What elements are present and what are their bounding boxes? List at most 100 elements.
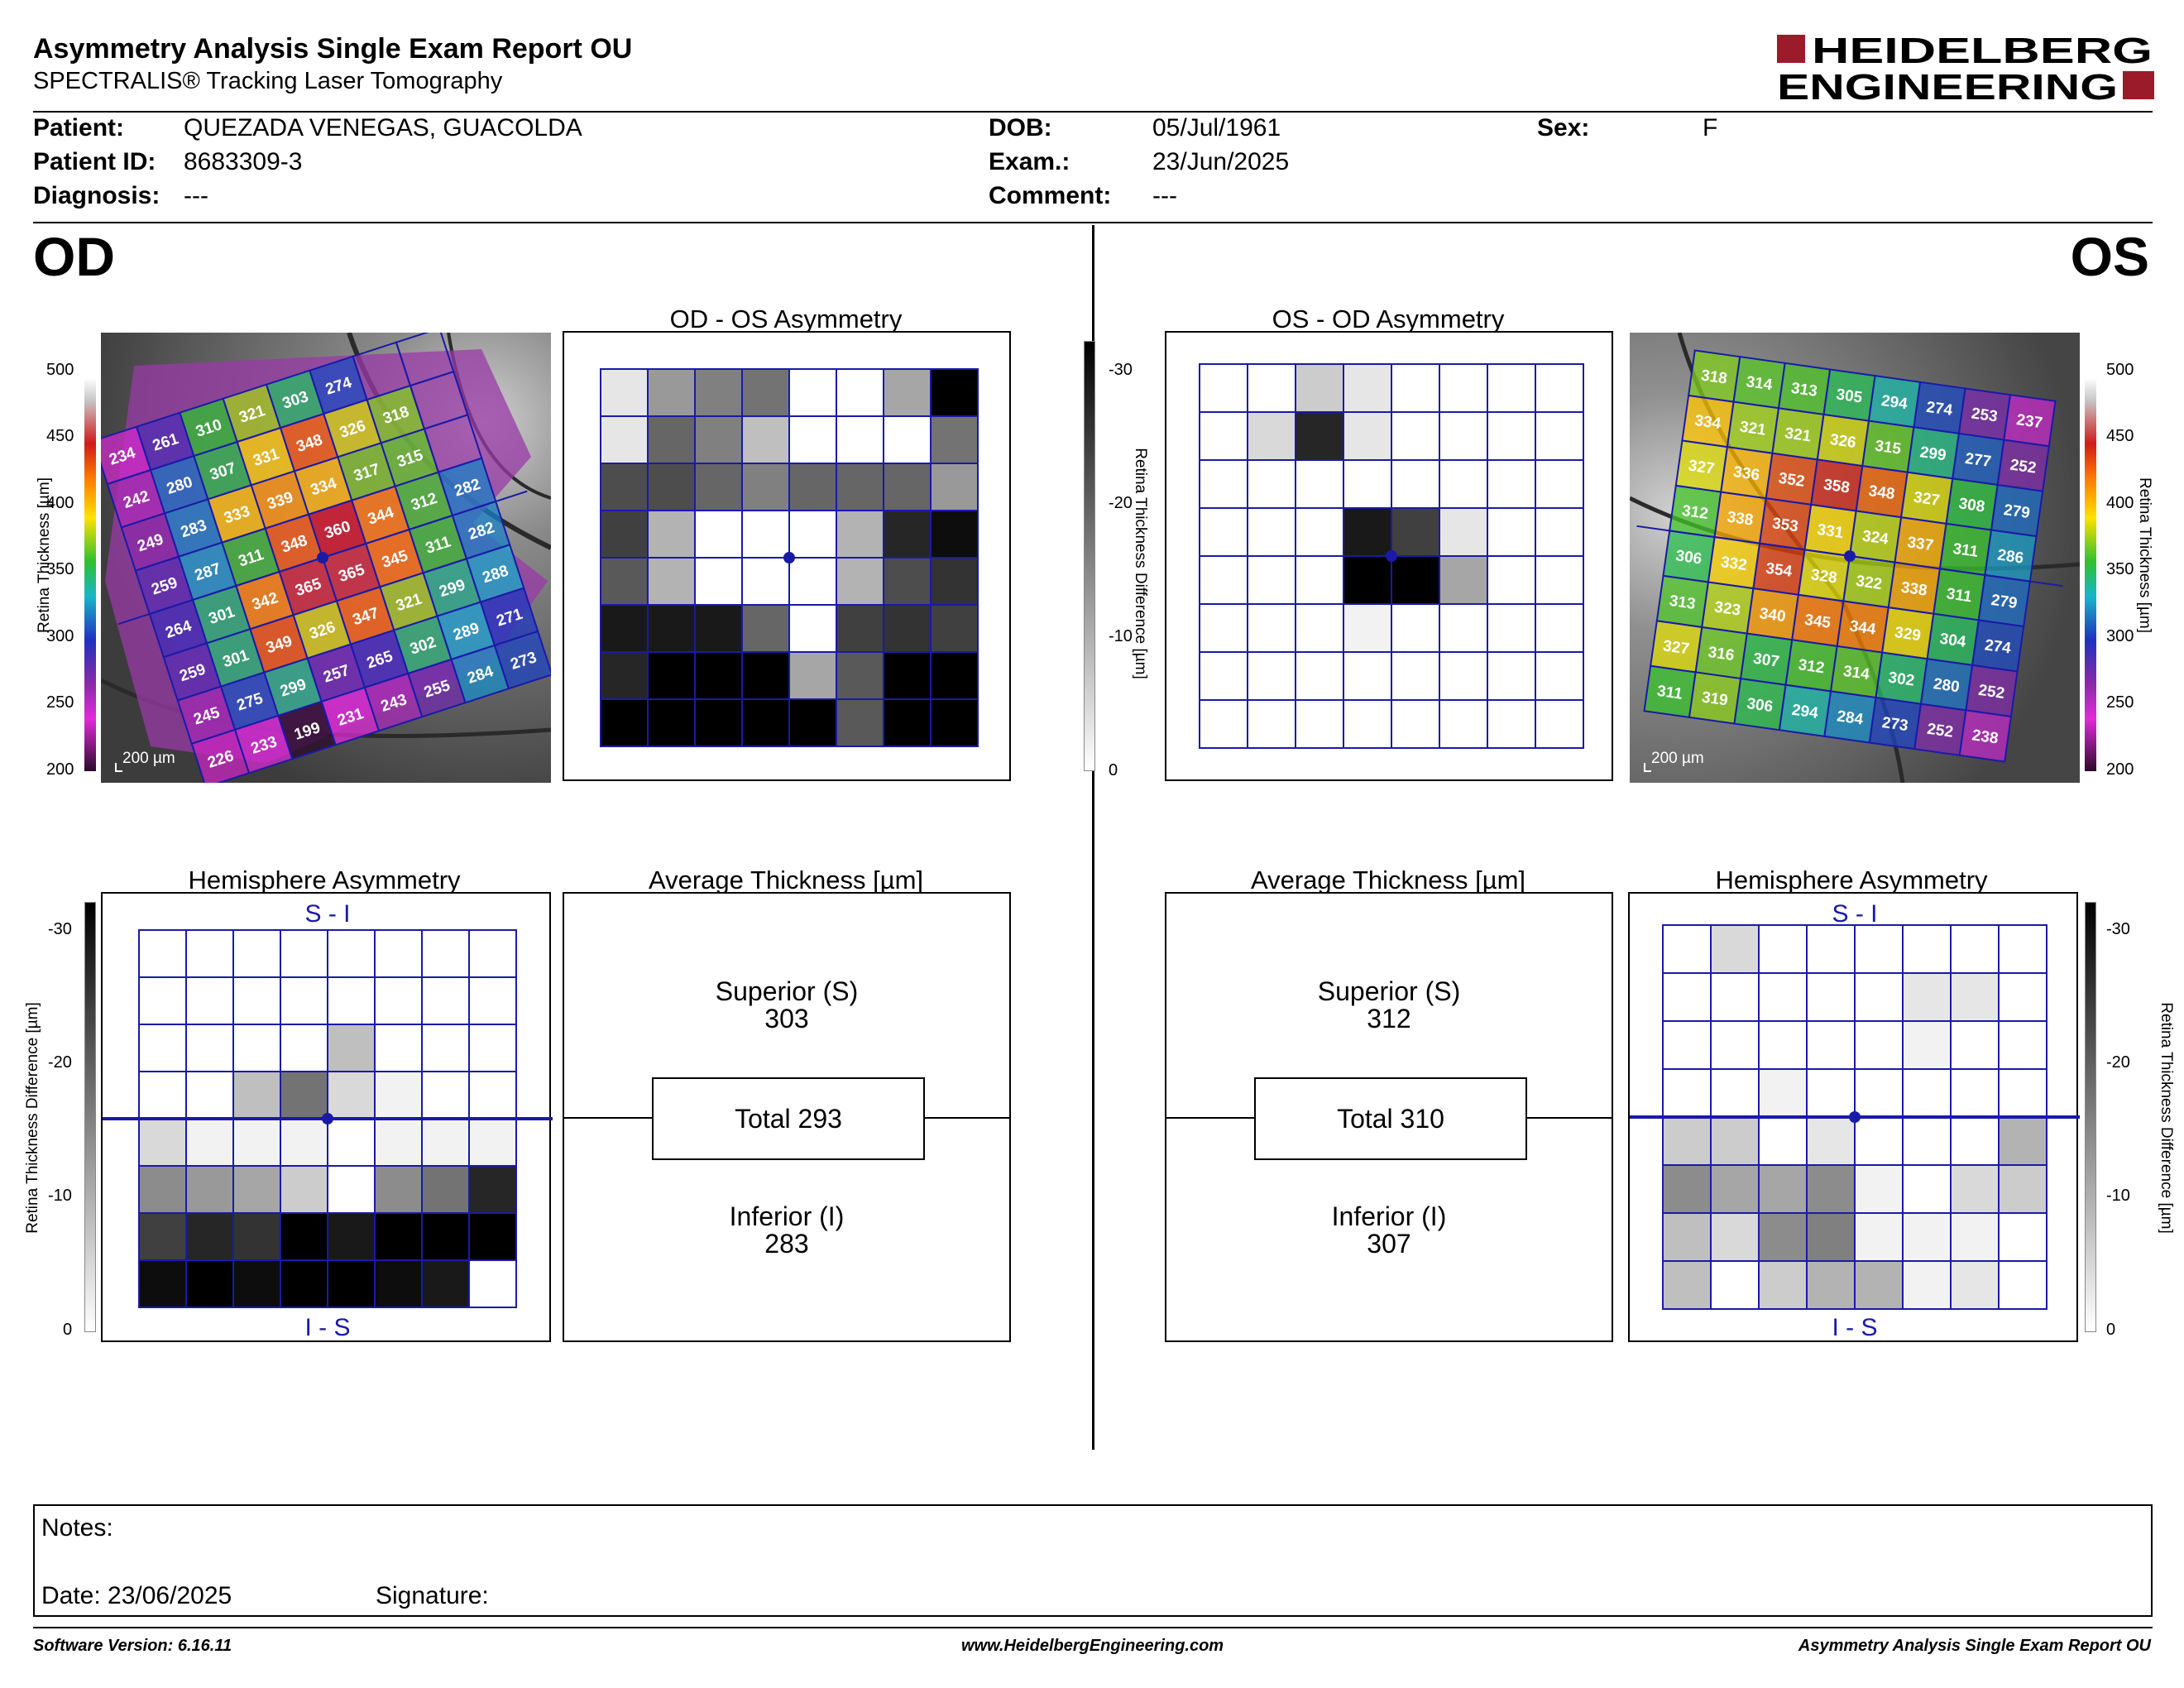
os-asym-cell [1439, 603, 1488, 653]
od-hemi-cell [280, 1071, 328, 1120]
od-hemi-cell [280, 1259, 328, 1308]
od-asym-cell [836, 604, 884, 653]
os-asym-cell [1439, 507, 1488, 557]
od-hemi-cell [468, 1165, 517, 1214]
od-hemi-cell [374, 1118, 423, 1167]
os-map-value: 308 [1957, 495, 1985, 516]
os-asym-cell [1535, 507, 1584, 557]
os-hemi-cell [1710, 1020, 1760, 1070]
od-asym-cell [883, 557, 932, 606]
od-asym-cell [930, 557, 979, 606]
os-asym-cell [1247, 651, 1296, 701]
od-asym-cell [741, 698, 790, 747]
os-asym-cell [1535, 411, 1584, 461]
os-hemi-cell [1662, 1260, 1712, 1310]
od-map-fovea-dot [317, 552, 328, 563]
os-asym-cell [1487, 603, 1536, 653]
os-hemi-title: Hemisphere Asymmetry [1715, 866, 1988, 894]
os-hemi-cell [1758, 1260, 1808, 1310]
od-total: Total 293 [652, 1077, 925, 1160]
os-hemi-cell [1998, 1212, 2048, 1262]
os-map-value: 315 [1874, 438, 1903, 458]
od-asym-cell [600, 510, 649, 559]
os-asym-cell [1199, 651, 1248, 701]
os-hemi-cell [1806, 1212, 1856, 1262]
os-inferior-label: Inferior (I) [1331, 1201, 1447, 1231]
od-eye-label: OD [33, 226, 115, 287]
os-asym-cell [1343, 603, 1392, 653]
os-tick-200: 200 [2106, 760, 2134, 779]
dob-label: DOB: [989, 114, 1052, 141]
os-asym-cell [1295, 555, 1344, 605]
od-hemi-cell [374, 929, 423, 978]
signature-label: Signature: [376, 1582, 489, 1609]
os-asym-cell [1391, 699, 1440, 749]
od-asym-cell [647, 651, 696, 700]
od-hemi-cell [138, 1071, 187, 1120]
os-map-value: 299 [1918, 444, 1947, 464]
od-asym-cell [883, 510, 932, 559]
os-asym-cell [1439, 363, 1488, 413]
od-asym-cell [883, 651, 932, 700]
os-hemi-cell [1806, 924, 1856, 974]
od-hemi-cell [374, 1071, 423, 1120]
od-tick-250: 250 [46, 693, 74, 712]
os-asym-cell [1199, 459, 1248, 509]
os-asym-cell [1199, 507, 1248, 557]
os-asym-cell [1295, 507, 1344, 557]
od-asym-cell [883, 368, 932, 417]
od-asym-cell [788, 463, 837, 511]
os-hemi-cell [1758, 1020, 1808, 1070]
os-asym-cell [1199, 555, 1248, 605]
os-map-value: 274 [1984, 636, 2013, 657]
od-hemi-cell [468, 976, 517, 1025]
os-hemi-cell [1758, 1212, 1808, 1262]
od-hemi-cell [280, 1212, 328, 1261]
os-map-value: 252 [1926, 721, 1954, 741]
os-hemi-cell [1902, 972, 1952, 1022]
os-hemi-panel: S - I I - S [1628, 892, 2080, 1342]
od-asym-cell [647, 368, 696, 417]
os-map-value: 279 [1990, 592, 2018, 612]
os-tick-350: 350 [2106, 560, 2134, 578]
os-hemi-cell [1758, 1164, 1808, 1214]
od-hemi-cell [185, 976, 234, 1025]
od-map-cell [493, 630, 551, 690]
os-hemi-tick-10: -10 [2106, 1187, 2130, 1205]
os-map-value: 318 [1700, 367, 1728, 387]
os-map-value: 322 [1855, 573, 1883, 593]
os-inferior-value: 307 [1367, 1229, 1411, 1259]
os-tick-250: 250 [2106, 693, 2134, 712]
os-map-value: 345 [1803, 611, 1832, 632]
os-hemi-cell [1710, 972, 1760, 1022]
header-rule [33, 111, 2153, 113]
os-asym-cell [1487, 363, 1536, 413]
od-asym-cell [741, 557, 790, 606]
od-asym-cell [600, 698, 649, 747]
od-hemi-cell [185, 1118, 234, 1167]
od-asym-cell [788, 604, 837, 653]
sex-label: Sex: [1537, 114, 1590, 141]
os-map-value: 334 [1693, 412, 1722, 433]
website-link[interactable]: www.HeidelbergEngineering.com [961, 1637, 1224, 1655]
od-thickness-map: 234 261 310 321 303 274 242 280 307 331 348 326 318 2… [101, 333, 551, 783]
os-map-value: 314 [1745, 373, 1774, 394]
notes-box[interactable]: Notes: Date: 23/06/2025 Signature: [33, 1504, 2153, 1617]
diff-tick-10: -10 [1109, 627, 1133, 645]
os-eye-label: OS [2070, 226, 2149, 287]
os-hemi-cell [1902, 1212, 1952, 1262]
eye-divider [1092, 225, 1094, 1450]
od-asym-cell [600, 415, 649, 464]
os-asym-cell [1391, 363, 1440, 413]
os-map-value: 273 [1881, 714, 1909, 735]
os-hemi-cell [1950, 1260, 2000, 1310]
exam-label: Exam.: [989, 148, 1070, 175]
od-asym-cell [600, 604, 649, 653]
diff-scale-title: Retina Thickness Difference [µm] [1131, 448, 1149, 679]
os-hemi-cell [1662, 972, 1712, 1022]
os-tick-400: 400 [2106, 494, 2134, 512]
os-hemi-center-dot [1849, 1111, 1861, 1123]
od-asym-cell [883, 698, 932, 747]
os-asym-cell [1247, 699, 1296, 749]
hemi-top-label: S - I [304, 900, 350, 928]
